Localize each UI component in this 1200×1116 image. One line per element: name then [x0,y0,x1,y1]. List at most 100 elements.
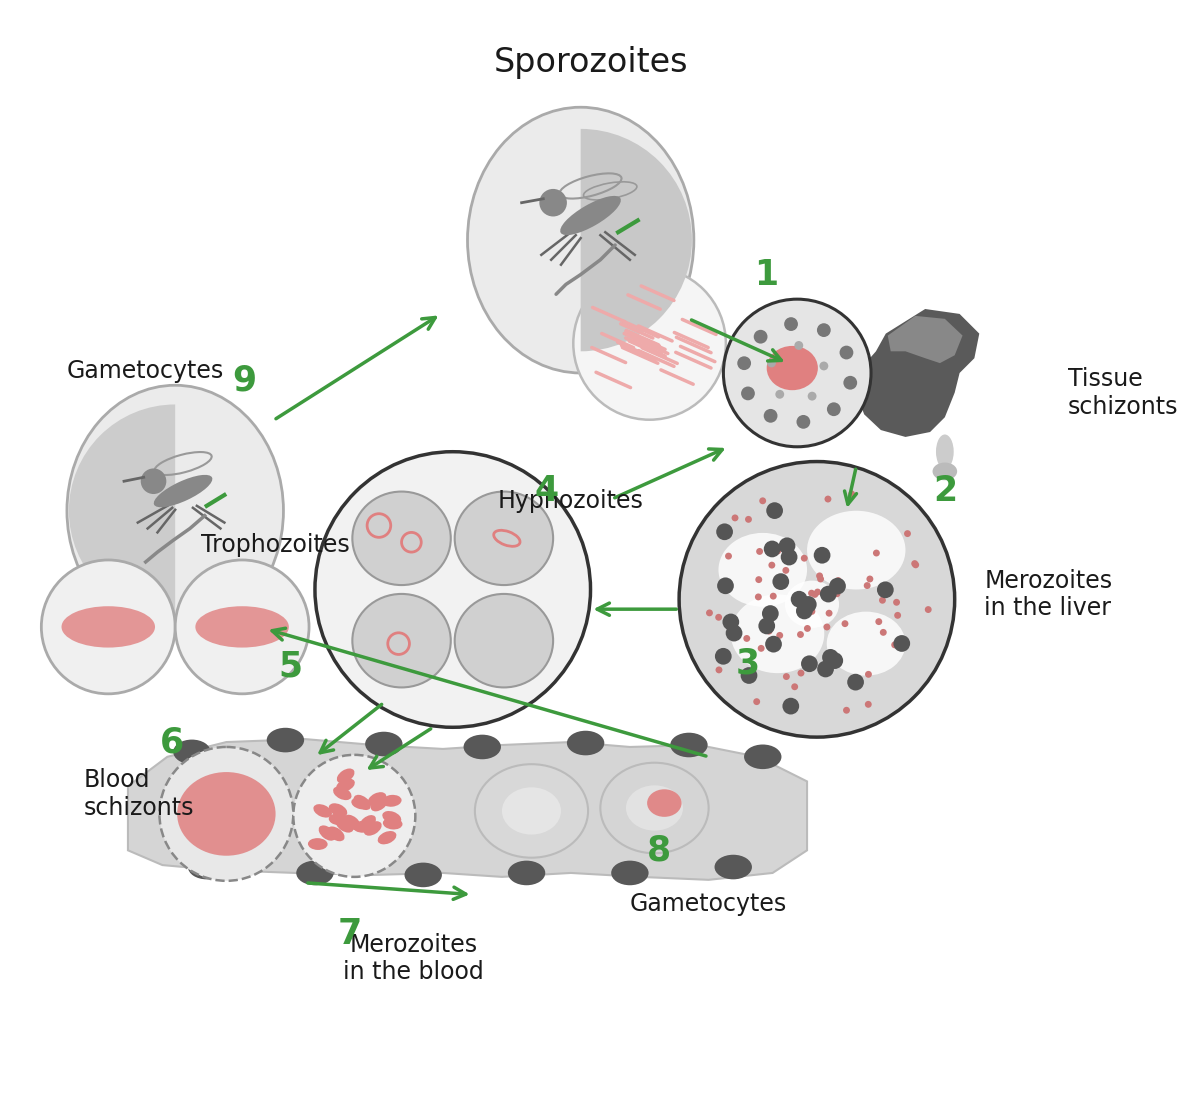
Circle shape [894,612,901,618]
Circle shape [314,452,590,728]
Ellipse shape [326,827,344,841]
Circle shape [817,576,824,583]
Text: 2: 2 [932,474,956,508]
Circle shape [718,577,734,594]
Circle shape [840,346,853,359]
Circle shape [776,632,784,638]
Circle shape [817,661,834,677]
Circle shape [763,540,780,557]
Circle shape [844,706,850,714]
Text: Tissue
schizonts: Tissue schizonts [1068,367,1178,418]
Circle shape [716,523,733,540]
Ellipse shape [329,804,347,817]
Ellipse shape [600,762,709,854]
Circle shape [784,317,798,331]
Circle shape [893,599,900,606]
Ellipse shape [502,787,560,835]
Ellipse shape [808,511,906,589]
Circle shape [827,652,844,668]
Circle shape [798,670,804,676]
Circle shape [823,624,830,631]
Ellipse shape [196,606,289,647]
Circle shape [791,683,798,690]
Circle shape [756,548,763,555]
Circle shape [796,603,812,619]
Circle shape [539,189,566,217]
Circle shape [827,403,841,416]
Circle shape [763,408,778,423]
Ellipse shape [463,734,500,759]
Circle shape [766,623,773,629]
Circle shape [754,699,760,705]
Text: 7: 7 [337,917,361,951]
Text: 5: 5 [278,650,302,683]
Text: Gametocytes: Gametocytes [630,893,787,916]
Ellipse shape [508,860,545,885]
Circle shape [797,631,804,638]
Circle shape [822,650,839,666]
Text: Gametocytes: Gametocytes [67,359,224,383]
Circle shape [880,629,887,636]
Circle shape [864,583,871,589]
Ellipse shape [365,732,402,757]
Ellipse shape [455,594,553,687]
Circle shape [820,362,828,371]
Ellipse shape [359,815,376,830]
Circle shape [762,605,779,622]
Ellipse shape [308,838,328,850]
Ellipse shape [188,855,226,879]
Text: Trophozoites: Trophozoites [202,533,350,557]
Circle shape [293,754,415,877]
Circle shape [809,608,815,615]
Text: 6: 6 [160,725,185,759]
Ellipse shape [173,740,211,764]
Circle shape [911,560,918,567]
Ellipse shape [767,346,818,391]
Ellipse shape [178,772,276,856]
Ellipse shape [475,764,588,858]
Circle shape [782,567,790,574]
Ellipse shape [611,860,648,885]
Circle shape [824,496,832,502]
Circle shape [817,324,830,337]
Circle shape [782,698,799,714]
Circle shape [715,614,722,620]
Circle shape [743,635,750,642]
Text: Blood
schizonts: Blood schizonts [84,768,194,820]
Text: 1: 1 [754,258,778,291]
Text: 3: 3 [736,646,760,681]
Circle shape [781,549,798,566]
Circle shape [794,341,803,350]
Circle shape [797,415,810,429]
Circle shape [766,627,773,635]
Ellipse shape [647,789,682,817]
Circle shape [766,636,782,653]
Ellipse shape [319,826,336,840]
Ellipse shape [336,818,354,833]
Circle shape [722,614,739,631]
Polygon shape [888,316,962,363]
Circle shape [715,666,722,673]
Circle shape [760,498,766,504]
Circle shape [904,530,911,537]
Polygon shape [128,739,808,879]
Ellipse shape [343,815,361,830]
Circle shape [767,358,776,367]
Circle shape [140,469,167,494]
Circle shape [757,645,764,652]
Circle shape [872,549,880,557]
Circle shape [770,593,776,599]
Ellipse shape [364,821,382,836]
Ellipse shape [671,733,708,758]
Circle shape [808,392,816,401]
Circle shape [724,299,871,446]
Circle shape [841,620,848,627]
Circle shape [755,594,762,600]
Circle shape [894,635,910,652]
Circle shape [834,590,840,597]
Circle shape [877,581,894,598]
Circle shape [775,389,784,398]
Circle shape [706,609,713,616]
Ellipse shape [337,769,354,783]
Ellipse shape [383,818,402,829]
